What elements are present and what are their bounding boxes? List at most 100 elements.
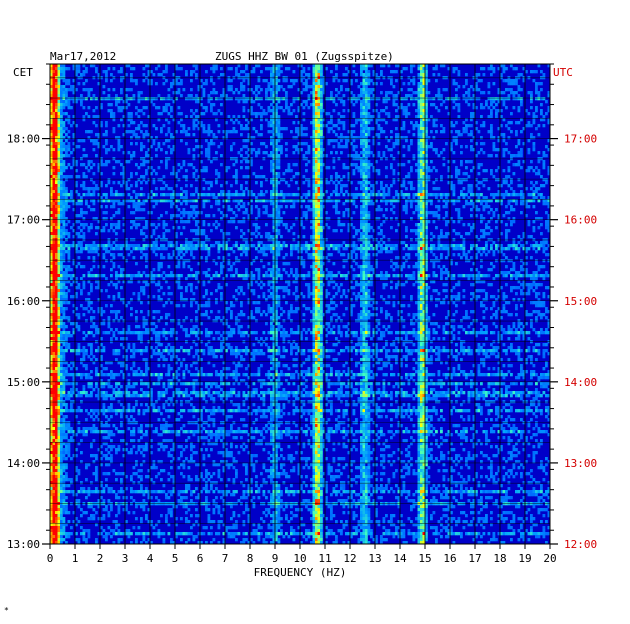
heatmap-cell <box>162 187 166 191</box>
heatmap-cell <box>245 253 248 257</box>
heatmap-cell <box>317 214 321 218</box>
heatmap-cell <box>97 166 101 170</box>
heatmap-cell <box>317 241 321 245</box>
heatmap-cell <box>362 184 366 188</box>
heatmap-cell <box>497 166 501 170</box>
heatmap-cell <box>67 82 71 86</box>
heatmap-cell <box>117 106 121 110</box>
heatmap-cell <box>275 139 278 143</box>
heatmap-cell <box>420 199 423 203</box>
heatmap-cell <box>335 151 338 155</box>
heatmap-cell <box>455 130 458 134</box>
heatmap-cell <box>447 160 451 164</box>
heatmap-cell <box>57 175 61 179</box>
heatmap-cell <box>295 148 298 152</box>
heatmap-cell <box>360 130 363 134</box>
heatmap-cell <box>67 103 71 107</box>
heatmap-cell <box>127 115 131 119</box>
heatmap-cell <box>510 121 513 125</box>
heatmap-cell <box>322 205 326 209</box>
heatmap-cell <box>55 121 58 125</box>
heatmap-cell <box>487 97 491 101</box>
heatmap-cell <box>500 247 503 251</box>
heatmap-cell <box>110 79 113 83</box>
heatmap-cell <box>532 169 536 173</box>
heatmap-cell <box>142 67 146 71</box>
heatmap-cell <box>300 256 303 260</box>
heatmap-cell <box>80 196 83 200</box>
heatmap-cell <box>487 250 491 254</box>
heatmap-cell <box>410 94 413 98</box>
heatmap-cell <box>422 154 426 158</box>
heatmap-cell <box>277 217 281 221</box>
heatmap-cell <box>502 97 506 101</box>
heatmap-cell <box>355 196 358 200</box>
heatmap-cell <box>432 166 436 170</box>
heatmap-cell <box>215 169 218 173</box>
heatmap-cell <box>425 226 428 230</box>
heatmap-cell <box>355 205 358 209</box>
heatmap-cell <box>435 79 438 83</box>
heatmap-cell <box>267 154 271 158</box>
heatmap-cell <box>360 211 363 215</box>
heatmap-cell <box>460 133 463 137</box>
heatmap-cell <box>50 181 53 185</box>
heatmap-cell <box>52 172 56 176</box>
heatmap-cell <box>62 217 66 221</box>
heatmap-cell <box>140 247 143 251</box>
heatmap-cell <box>67 88 71 92</box>
heatmap-cell <box>207 148 211 152</box>
heatmap-cell <box>355 256 358 260</box>
heatmap-cell <box>367 106 371 110</box>
heatmap-cell <box>267 232 271 236</box>
heatmap-cell <box>447 247 451 251</box>
heatmap-cell <box>297 133 301 137</box>
heatmap-cell <box>277 145 281 149</box>
heatmap-cell <box>132 133 136 137</box>
heatmap-cell <box>60 193 63 197</box>
heatmap-cell <box>157 235 161 239</box>
heatmap-cell <box>225 247 228 251</box>
heatmap-cell <box>515 193 518 197</box>
heatmap-cell <box>95 70 98 74</box>
heatmap-cell <box>517 178 521 182</box>
heatmap-cell <box>172 214 176 218</box>
heatmap-cell <box>270 190 273 194</box>
heatmap-cell <box>492 196 496 200</box>
heatmap-cell <box>390 148 393 152</box>
heatmap-cell <box>55 106 58 110</box>
heatmap-cell <box>320 73 323 77</box>
heatmap-cell <box>367 70 371 74</box>
heatmap-cell <box>445 202 448 206</box>
heatmap-cell <box>70 196 73 200</box>
heatmap-cell <box>185 211 188 215</box>
heatmap-cell <box>362 136 366 140</box>
heatmap-cell <box>237 151 241 155</box>
heatmap-cell <box>320 253 323 257</box>
heatmap-cell <box>185 259 188 263</box>
heatmap-cell <box>420 112 423 116</box>
heatmap-cell <box>315 85 318 89</box>
heatmap-cell <box>157 94 161 98</box>
heatmap-cell <box>52 244 56 248</box>
heatmap-cell <box>132 94 136 98</box>
heatmap-cell <box>187 163 191 167</box>
heatmap-cell <box>172 202 176 206</box>
heatmap-cell <box>315 82 318 86</box>
heatmap-cell <box>330 244 333 248</box>
heatmap-cell <box>477 208 481 212</box>
heatmap-cell <box>62 73 66 77</box>
heatmap-cell <box>190 241 193 245</box>
heatmap-cell <box>417 178 421 182</box>
heatmap-cell <box>362 220 366 224</box>
heatmap-cell <box>285 223 288 227</box>
heatmap-cell <box>497 127 501 131</box>
heatmap-cell <box>270 82 273 86</box>
heatmap-cell <box>65 94 68 98</box>
heatmap-cell <box>62 127 66 131</box>
heatmap-cell <box>55 253 58 257</box>
heatmap-cell <box>312 154 316 158</box>
utc-zone-label: UTC <box>553 66 573 79</box>
heatmap-cell <box>315 211 318 215</box>
heatmap-cell <box>135 223 138 227</box>
